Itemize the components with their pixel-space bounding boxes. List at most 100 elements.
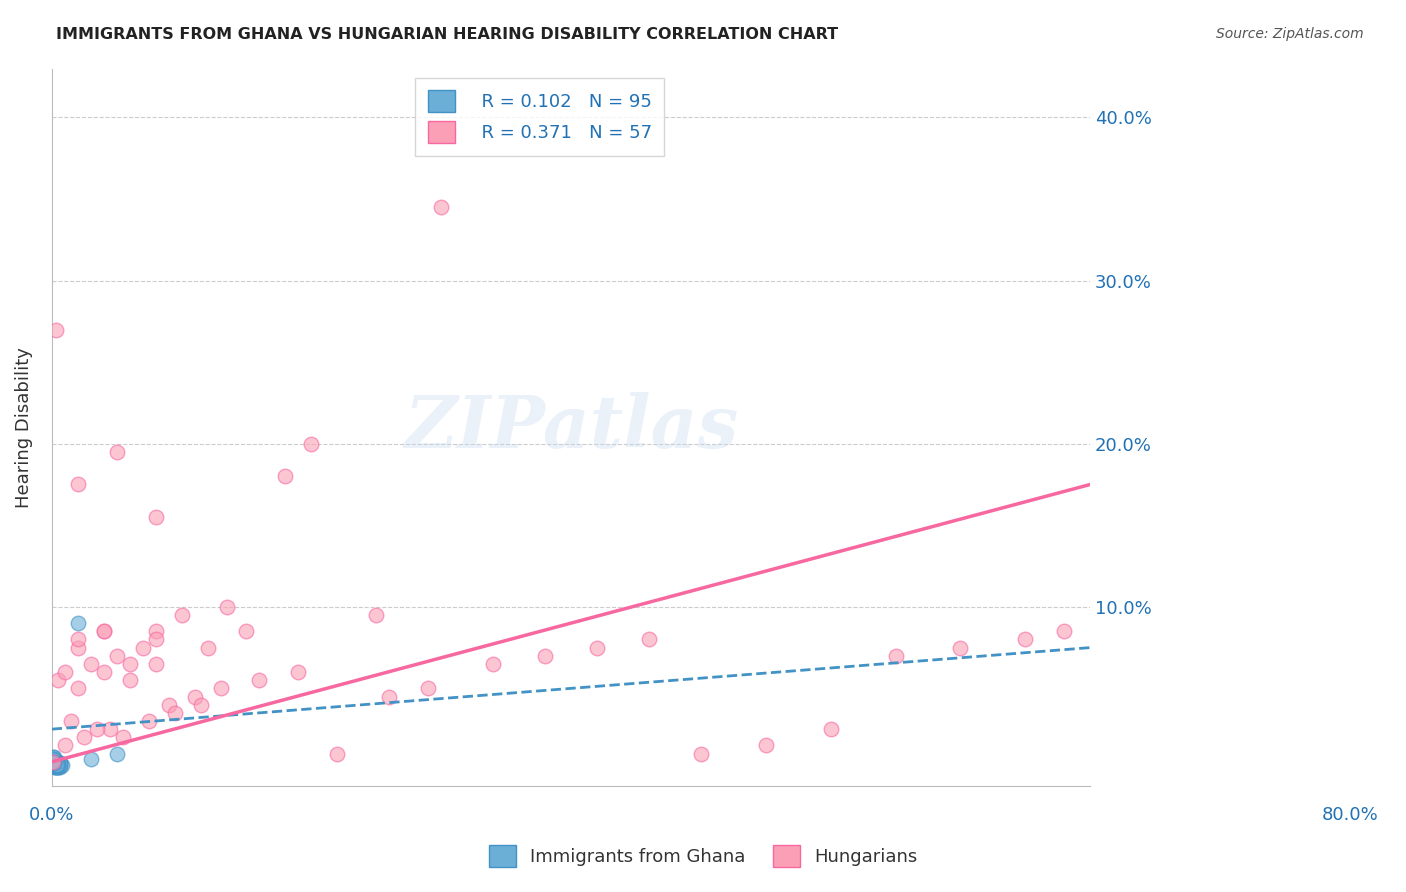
Point [45, 755, 67, 769]
Point [44, 753, 66, 767]
Point [66, 477, 89, 491]
Point [42, 758, 65, 772]
Point [45, 756, 67, 771]
Point [482, 657, 505, 671]
Point [44, 756, 66, 771]
Point [949, 640, 972, 655]
Point [42, 755, 65, 769]
Point [157, 698, 180, 712]
Point [44, 756, 66, 771]
Point [138, 714, 160, 728]
Point [45, 758, 67, 772]
Point [66, 681, 89, 696]
Point [42, 755, 65, 769]
Point [44, 756, 66, 771]
Point [45, 756, 67, 771]
Point [46, 760, 69, 774]
Point [45, 758, 67, 772]
Point [44, 756, 66, 771]
Point [42, 753, 65, 767]
Point [42, 753, 65, 767]
Point [46, 758, 69, 772]
Point [235, 624, 257, 639]
Point [145, 632, 167, 647]
Text: 0.0%: 0.0% [30, 806, 75, 824]
Point [42, 751, 65, 765]
Point [46, 758, 69, 772]
Point [586, 640, 609, 655]
Point [44, 755, 66, 769]
Point [42, 750, 65, 764]
Point [274, 469, 297, 483]
Point [46, 673, 69, 688]
Point [45, 758, 67, 772]
Point [299, 436, 322, 450]
Point [44, 758, 66, 772]
Point [44, 756, 66, 771]
Point [197, 640, 219, 655]
Point [418, 681, 440, 696]
Point [42, 758, 65, 772]
Point [45, 322, 67, 336]
Point [44, 758, 66, 772]
Point [366, 607, 388, 622]
Point [45, 758, 67, 772]
Point [105, 445, 128, 459]
Text: ZIPatlas: ZIPatlas [404, 392, 738, 463]
Point [44, 756, 66, 771]
Point [884, 648, 907, 663]
Point [45, 758, 67, 772]
Point [42, 755, 65, 769]
Point [42, 751, 65, 765]
Point [145, 624, 167, 639]
Point [46, 758, 69, 772]
Point [51, 758, 73, 772]
Point [1014, 632, 1036, 647]
Point [42, 755, 65, 769]
Point [820, 722, 842, 736]
Point [44, 753, 66, 767]
Point [48, 756, 70, 771]
Point [112, 731, 135, 745]
Point [44, 756, 66, 771]
Point [118, 657, 141, 671]
Point [42, 753, 65, 767]
Point [98, 722, 121, 736]
Point [44, 755, 66, 769]
Point [44, 755, 66, 769]
Point [45, 755, 67, 769]
Legend:   R = 0.102   N = 95,   R = 0.371   N = 57: R = 0.102 N = 95, R = 0.371 N = 57 [415, 78, 664, 156]
Point [170, 607, 193, 622]
Point [45, 760, 67, 774]
Point [1053, 624, 1076, 639]
Point [430, 200, 453, 214]
Point [249, 673, 271, 688]
Point [42, 755, 65, 769]
Point [42, 753, 65, 767]
Point [44, 760, 66, 774]
Point [45, 758, 67, 772]
Point [183, 690, 205, 704]
Point [165, 706, 187, 720]
Point [93, 624, 115, 639]
Point [44, 756, 66, 771]
Point [689, 747, 711, 761]
Point [42, 756, 65, 771]
Point [105, 747, 128, 761]
Point [42, 753, 65, 767]
Point [45, 756, 67, 771]
Point [45, 755, 67, 769]
Point [534, 648, 557, 663]
Point [42, 755, 65, 769]
Point [45, 758, 67, 772]
Point [66, 632, 89, 647]
Point [45, 755, 67, 769]
Point [145, 510, 167, 524]
Point [190, 698, 212, 712]
Point [637, 632, 659, 647]
Point [44, 756, 66, 771]
Point [80, 657, 103, 671]
Point [145, 657, 167, 671]
Point [287, 665, 309, 679]
Point [44, 753, 66, 767]
